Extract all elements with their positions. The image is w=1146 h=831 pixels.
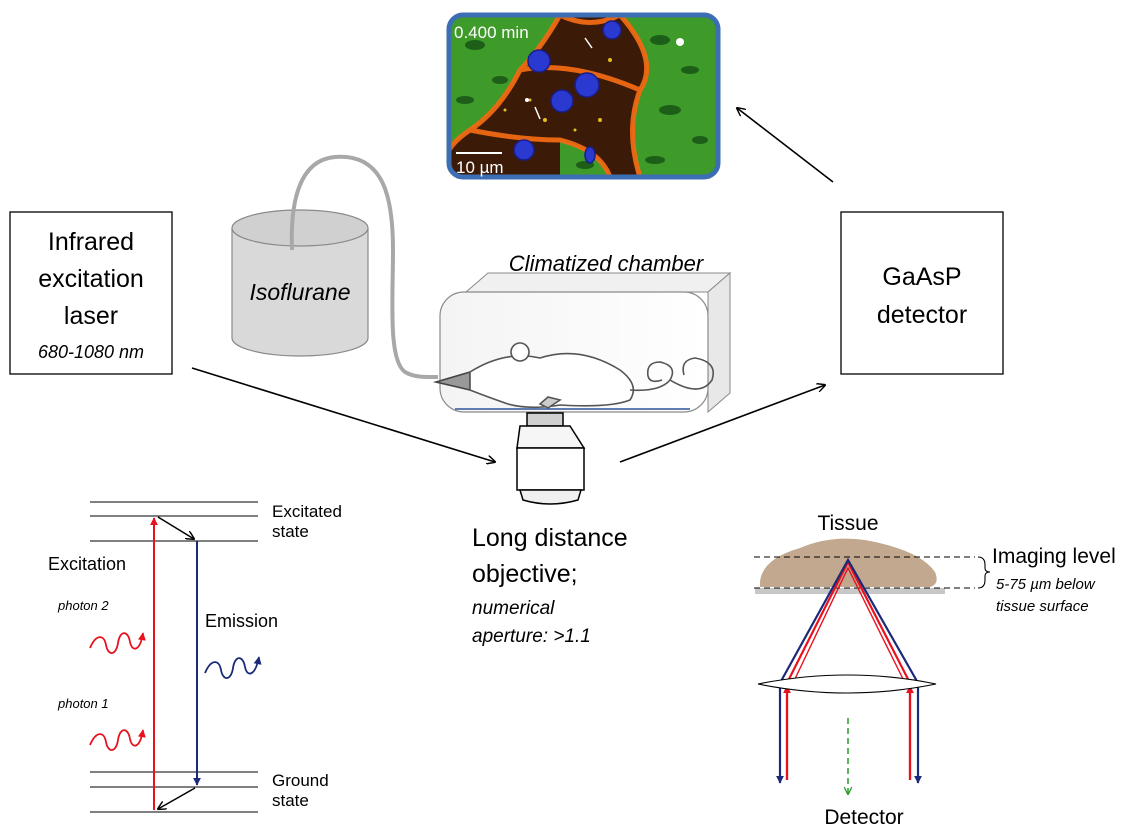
excitation-label: Excitation bbox=[48, 554, 126, 574]
laser-box bbox=[9, 211, 173, 375]
isoflurane-cylinder bbox=[231, 209, 369, 357]
emission-wave-icon bbox=[204, 656, 262, 679]
imaging-level-brace bbox=[977, 556, 991, 589]
scale-bar-label: 10 µm bbox=[456, 158, 504, 177]
relaxation-arrow-lower bbox=[158, 787, 196, 809]
focusing-lens bbox=[757, 674, 937, 694]
laser-to-objective-arrow bbox=[191, 367, 495, 462]
photon-2-label: photon 2 bbox=[57, 598, 109, 613]
isoflurane-label: Isoflurane bbox=[249, 279, 350, 305]
depth-label-line2: tissue surface bbox=[996, 598, 1089, 615]
objective-label-line4: aperture: >1.1 bbox=[472, 626, 591, 647]
relaxation-arrow-upper bbox=[157, 516, 194, 539]
energy-levels bbox=[90, 501, 258, 813]
objective-label-line2: objective; bbox=[472, 560, 578, 588]
imaging-level-label: Imaging level bbox=[992, 545, 1116, 568]
objective-label-line3: numerical bbox=[472, 598, 555, 619]
photon-2-wave-icon bbox=[89, 632, 146, 654]
detector-to-image-arrow bbox=[737, 108, 834, 183]
time-label: 0.400 min bbox=[454, 23, 529, 42]
detector-label-line2: detector bbox=[877, 301, 967, 329]
excited-state-label-line2: state bbox=[272, 522, 309, 541]
ground-state-label-line2: state bbox=[272, 791, 309, 810]
micrograph-frame bbox=[446, 12, 721, 180]
anesthetic-tube bbox=[289, 154, 439, 380]
micrograph-image bbox=[446, 12, 721, 180]
laser-label-line2: excitation bbox=[38, 265, 144, 293]
laser-label-line1: Infrared bbox=[48, 228, 134, 256]
detector-label: Detector bbox=[824, 806, 903, 829]
objective-lens bbox=[516, 412, 586, 505]
chamber-label: Climatized chamber bbox=[509, 251, 705, 276]
objective-to-detector-arrow bbox=[619, 385, 825, 463]
depth-label-line1: 5-75 µm below bbox=[996, 576, 1096, 593]
coverslip bbox=[755, 588, 945, 594]
excited-state-label-line1: Excitated bbox=[272, 502, 342, 521]
laser-wavelength-range: 680-1080 nm bbox=[38, 342, 144, 362]
emission-label: Emission bbox=[205, 611, 278, 631]
tissue-label: Tissue bbox=[817, 512, 878, 535]
detector-box bbox=[840, 211, 1004, 375]
laser-label-line3: laser bbox=[64, 302, 118, 330]
beam-paths bbox=[776, 557, 922, 784]
photon-1-label: photon 1 bbox=[57, 696, 109, 711]
mouse-drawing bbox=[432, 342, 714, 409]
objective-label-line1: Long distance bbox=[472, 524, 628, 552]
detector-label-line1: GaAsP bbox=[882, 263, 961, 291]
ground-state-label-line1: Ground bbox=[272, 771, 329, 790]
photon-1-wave-icon bbox=[89, 729, 146, 751]
